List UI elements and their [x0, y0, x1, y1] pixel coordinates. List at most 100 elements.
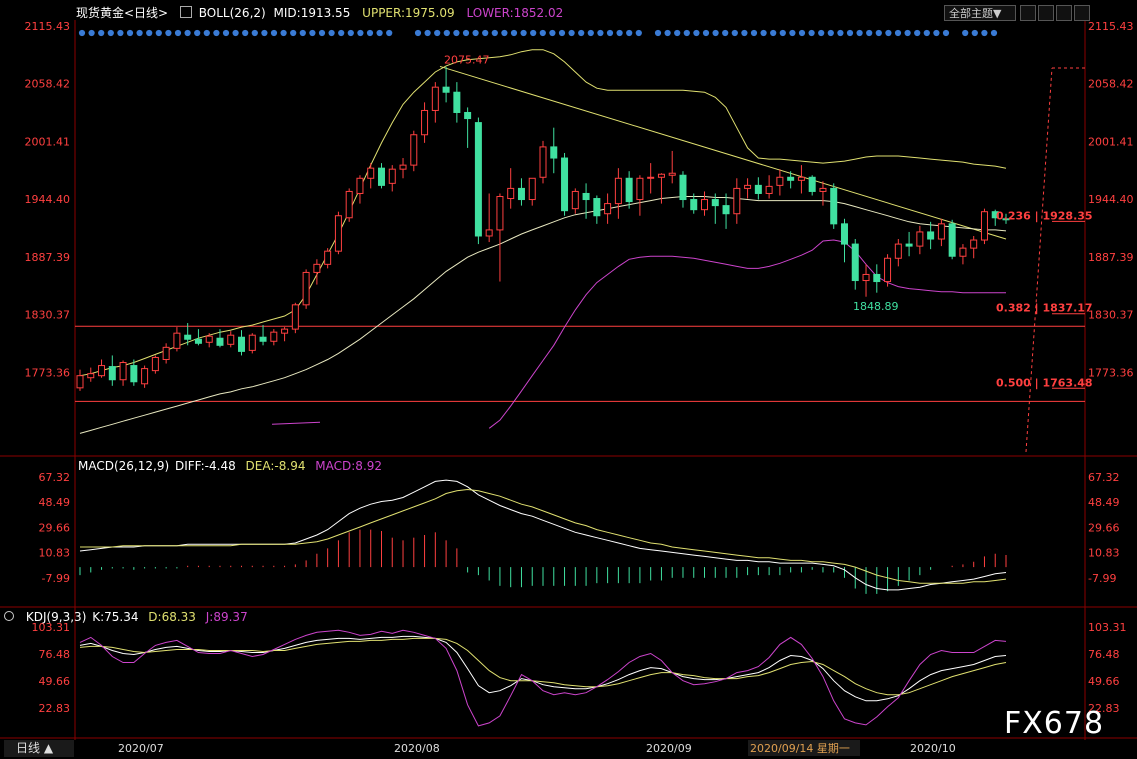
- event-dot: [213, 29, 220, 37]
- candle-up: [119, 360, 127, 386]
- candle-body: [776, 176, 784, 186]
- candle-body: [399, 164, 407, 170]
- macd-title: MACD(26,12,9): [78, 459, 170, 473]
- candle-down: [948, 219, 956, 260]
- candle-up: [614, 168, 622, 219]
- kdj-header: KDJ(9,3,3) K:75.34 D:68.33 J:89.37: [4, 610, 248, 624]
- kdj-y-tick-left: 103.31: [32, 621, 71, 634]
- event-dot: [261, 29, 268, 37]
- candle-body: [561, 157, 569, 212]
- price-annotations: 2075.47 1848.89 0.236 | 1928.35 0.382 | 183…: [444, 53, 1093, 389]
- candle-body: [690, 199, 698, 211]
- event-dot: [606, 29, 614, 37]
- y-tick-left: 2115.43: [25, 20, 71, 33]
- boll-mid-line: [79, 196, 1007, 434]
- y-tick-left: 1830.37: [25, 309, 71, 322]
- candle-body: [238, 336, 246, 352]
- event-dot: [482, 29, 489, 37]
- event-dot: [904, 29, 911, 37]
- candle-body: [496, 196, 504, 231]
- candle-body: [668, 172, 676, 176]
- y-axis-labels: 2115.43 2115.43 2058.42 2058.42 2001.41 2001.…: [25, 20, 1134, 379]
- boll-mid-value: MID:1913.55: [273, 6, 351, 20]
- candle-up: [281, 327, 289, 342]
- candle-up: [507, 168, 515, 209]
- event-dot: [933, 29, 940, 37]
- candle-up: [87, 367, 95, 382]
- macd-diff-line: [79, 479, 1007, 591]
- low-label: 1848.89: [853, 300, 899, 313]
- kdj-y-tick-left: 76.48: [39, 648, 71, 661]
- kdj-settings-icon[interactable]: [4, 611, 14, 621]
- period-selector-button[interactable]: 日线 ▲: [4, 740, 74, 757]
- macd-panel: 67.32 67.32 48.49 48.49 29.66 29.66 10.83 10.83…: [39, 471, 1120, 594]
- event-dot: [779, 29, 786, 37]
- candle-up: [636, 175, 644, 216]
- candle-body: [593, 198, 601, 217]
- event-dot: [683, 29, 690, 37]
- candle-down: [625, 171, 633, 209]
- candle-body: [205, 335, 213, 343]
- candle-body: [464, 111, 472, 120]
- event-dot: [539, 29, 546, 37]
- event-dot: [990, 29, 998, 37]
- maximize-icon[interactable]: [1038, 5, 1054, 21]
- candle-body: [421, 109, 429, 136]
- candle-body: [356, 177, 364, 194]
- fib-diagonal: [1025, 67, 1053, 453]
- event-dot: [299, 29, 306, 37]
- y-tick-right: 2115.43: [1088, 20, 1134, 33]
- close-icon[interactable]: [1074, 5, 1090, 21]
- fib-0382-label: 0.382 | 1837.17: [996, 302, 1093, 315]
- candle-up: [302, 269, 310, 309]
- kdj-y-tick-left: 49.66: [39, 675, 71, 688]
- candle-up: [496, 193, 504, 282]
- candle-body: [528, 177, 536, 201]
- y-tick-left: 2001.41: [25, 135, 71, 148]
- theme-selector-button[interactable]: 全部主题▼: [944, 5, 1016, 21]
- macd-macd-value: MACD:8.92: [315, 459, 383, 473]
- macd-y-tick-left: 48.49: [39, 496, 71, 509]
- macd-y-tick-left: 10.83: [39, 547, 71, 560]
- candle-down: [561, 152, 569, 216]
- event-dot: [194, 29, 201, 37]
- candle-body: [367, 167, 375, 179]
- candle-body: [313, 263, 321, 273]
- kdj-y-tick-right: 22.83: [1088, 702, 1120, 715]
- kdj-y-tick-right: 76.48: [1088, 648, 1120, 661]
- minimize-icon[interactable]: [1020, 5, 1036, 21]
- candle-body: [442, 86, 450, 93]
- candle-down: [830, 183, 838, 229]
- event-dot: [894, 29, 902, 37]
- y-tick-right: 2001.41: [1088, 135, 1134, 148]
- y-tick-right: 2058.42: [1088, 78, 1134, 91]
- candle-up: [324, 248, 332, 269]
- chart-frame: [0, 20, 1137, 740]
- candle-body: [98, 365, 106, 377]
- candle-body: [227, 334, 235, 345]
- candle-up: [399, 158, 407, 179]
- symbol-title[interactable]: 现货黄金<日线>: [76, 6, 169, 20]
- candle-body: [216, 337, 224, 346]
- candle-body: [819, 187, 827, 192]
- candle-up: [894, 239, 902, 267]
- event-dot: [616, 29, 623, 37]
- event-dot: [827, 29, 834, 37]
- event-dot: [376, 29, 383, 37]
- event-dots: [78, 29, 998, 37]
- candle-up: [797, 165, 805, 194]
- kdj-title: KDJ(9,3,3): [25, 610, 87, 624]
- restore-icon[interactable]: [1056, 5, 1072, 21]
- event-dot: [549, 29, 556, 37]
- boll-title: BOLL(26,2): [198, 6, 266, 20]
- candle-body: [431, 86, 439, 111]
- candle-up: [862, 264, 870, 297]
- event-dot: [808, 29, 815, 37]
- candle-up: [205, 333, 213, 348]
- candle-down: [453, 82, 461, 123]
- candle-body: [281, 328, 289, 334]
- fib-0500-label: 0.500 | 1763.48: [996, 376, 1093, 389]
- macd-dea-line: [80, 488, 1007, 584]
- x-tick-label: 2020/09: [646, 742, 692, 755]
- candle-body: [141, 368, 149, 385]
